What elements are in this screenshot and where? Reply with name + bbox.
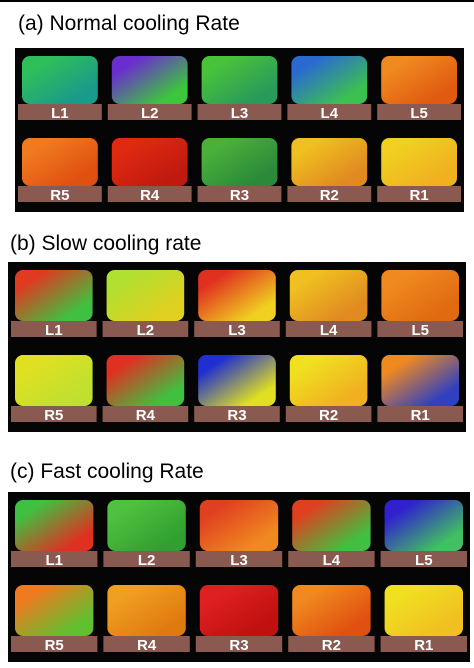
ebsd-map [15,355,93,406]
sample-holder [194,406,280,422]
sample-label: L1 [45,322,63,339]
ebsd-map [384,585,463,636]
sample-label: R2 [319,407,338,424]
sample-holder [102,321,189,337]
sample-holder [197,186,282,202]
sample-label: L3 [228,322,246,339]
ebsd-map [292,500,371,551]
sample-holder [107,186,192,202]
ebsd-map [381,355,459,406]
sample-holder [11,551,98,567]
sample-holder [103,636,190,652]
sample-holder [195,636,283,652]
panel-title: (b) Slow cooling rate [10,232,201,255]
panel-title: (c) Fast cooling Rate [10,460,204,483]
ebsd-map [106,355,185,406]
sample-holder [380,551,467,567]
ebsd-map [381,138,457,186]
sample-label: L4 [321,105,339,122]
ebsd-map [381,270,459,321]
sample-label: R1 [414,637,433,654]
sample-label: L1 [45,552,63,569]
ebsd-map [381,56,457,104]
sample-label: R5 [44,407,63,424]
sample-label: R3 [229,637,248,654]
sample-holder [107,104,192,120]
sample-holder [287,186,372,202]
ebsd-map [291,138,368,186]
sample-holder [11,636,98,652]
ebsd-map [384,500,463,551]
sample-holder [103,551,190,567]
ebsd-map [289,270,368,321]
sample-holder [18,104,102,120]
sample-holder [380,636,467,652]
sample-label: R4 [136,407,156,424]
sample-label: R2 [320,187,339,204]
sample-label: R3 [227,407,246,424]
sample-holder [377,321,463,337]
ebsd-map [15,500,94,551]
sample-label: R1 [410,187,429,204]
sample-label: R3 [230,187,249,204]
sample-holder [287,104,372,120]
ebsd-map [198,355,276,406]
ebsd-map [111,56,188,104]
sample-holder [18,186,102,202]
ebsd-map [106,270,185,321]
ebsd-map [22,56,98,104]
sample-holder [194,321,280,337]
sample-holder [102,406,189,422]
sample-label: L3 [231,105,249,122]
sample-label: L3 [230,552,248,569]
sample-holder [377,104,461,120]
sample-holder [195,551,283,567]
sample-label: L5 [411,322,429,339]
ebsd-map [198,270,276,321]
panel-title: (a) Normal cooling Rate [18,12,240,35]
ebsd-map [15,585,94,636]
sample-holder [288,551,375,567]
sample-holder [288,636,375,652]
ebsd-map [107,585,186,636]
ebsd-map [199,585,279,636]
sample-holder [285,321,372,337]
ebsd-map [107,500,186,551]
sample-label: R4 [137,637,157,654]
sample-label: L5 [415,552,433,569]
sample-holder [197,104,282,120]
ebsd-map [292,585,371,636]
sample-holder [377,186,461,202]
ebsd-map [201,56,278,104]
sample-label: L5 [410,105,428,122]
sample-label: R4 [140,187,160,204]
sample-holder [11,321,97,337]
ebsd-map [111,138,188,186]
ebsd-map [199,500,279,551]
sample-label: L2 [137,322,155,339]
sample-label: R5 [45,637,64,654]
ebsd-map [15,270,93,321]
sample-holder [377,406,463,422]
sample-label: R5 [50,187,69,204]
ebsd-map [22,138,98,186]
sample-label: L2 [138,552,156,569]
sample-label: L2 [141,105,159,122]
sample-label: R2 [322,637,341,654]
ebsd-map [291,56,368,104]
sample-holder [285,406,372,422]
sample-label: L4 [320,322,338,339]
sample-label: R1 [411,407,430,424]
sample-label: L4 [323,552,341,569]
sample-holder [11,406,97,422]
ebsd-map [201,138,278,186]
ebsd-map [289,355,368,406]
sample-label: L1 [51,105,69,122]
